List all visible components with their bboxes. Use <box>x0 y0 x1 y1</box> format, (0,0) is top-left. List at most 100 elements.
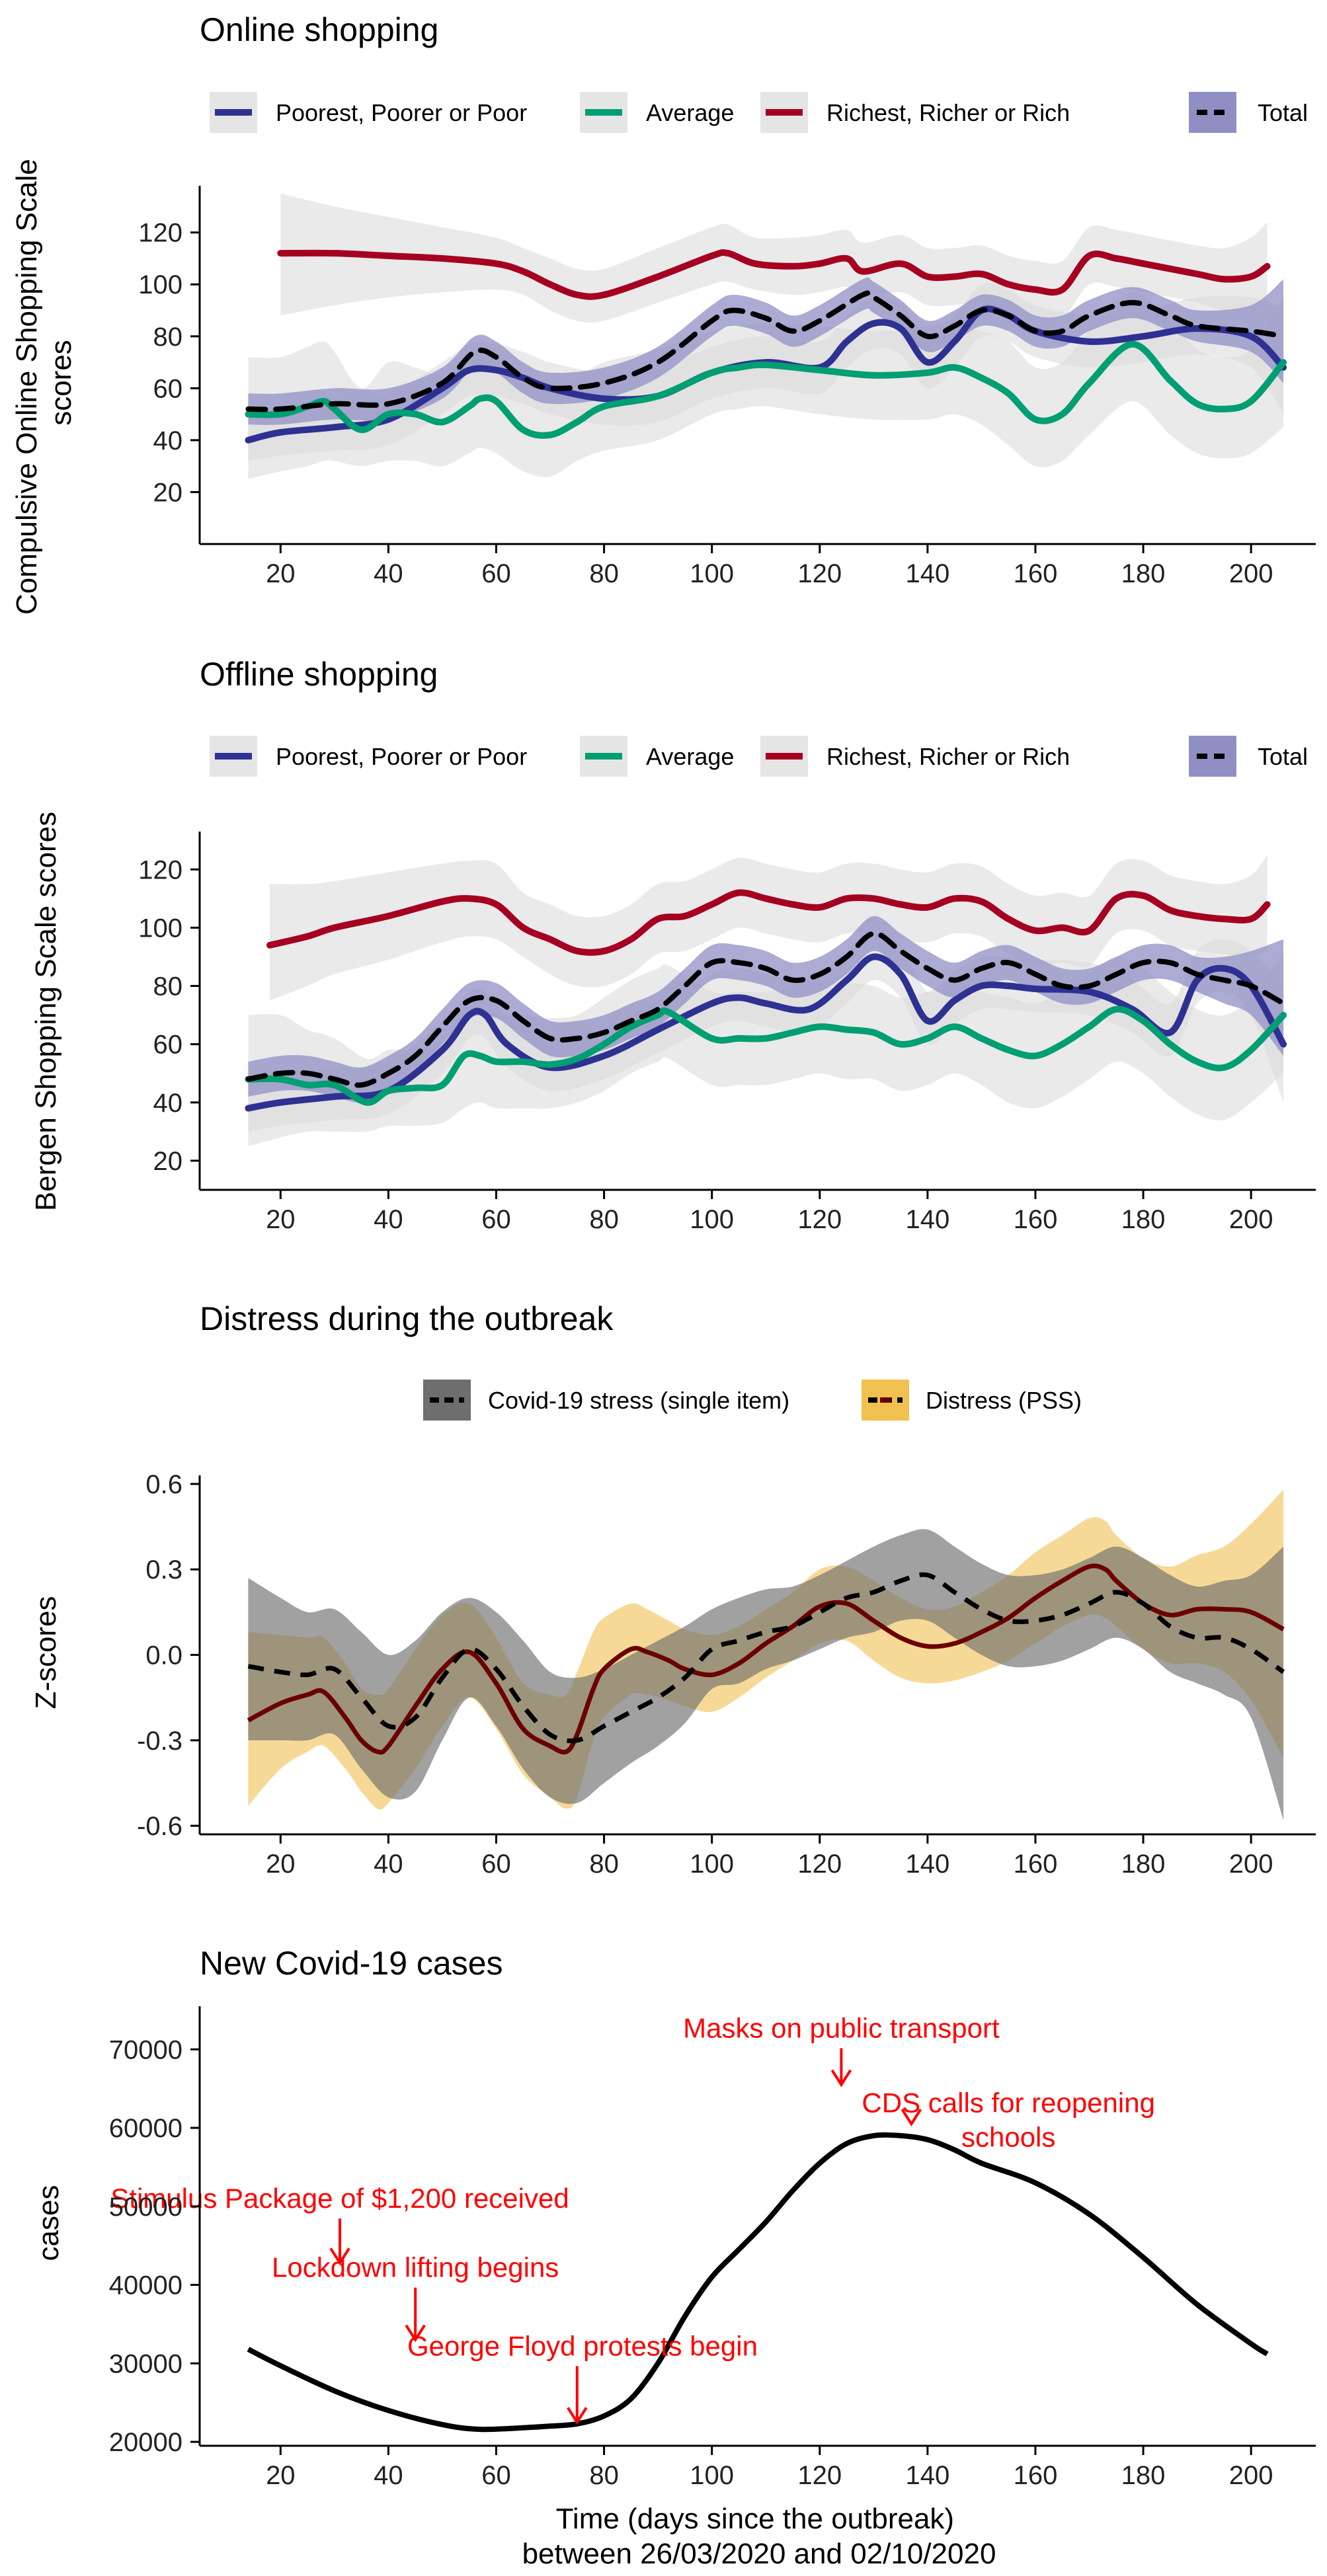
x-tick-label: 60 <box>481 1850 511 1879</box>
x-tick-label: 20 <box>266 2461 296 2490</box>
y-tick-label: 120 <box>138 219 182 248</box>
series-line-rich <box>266 889 1271 956</box>
x-tick-label: 120 <box>797 2461 842 2490</box>
y-tick-label: 0.0 <box>145 1641 182 1670</box>
x-tick-label: 100 <box>690 559 734 588</box>
x-tick-label: 40 <box>374 1205 403 1234</box>
y-tick-label: 30000 <box>109 2349 182 2378</box>
y-tick-label: 40 <box>153 1089 183 1118</box>
distress-title: Distress during the outbreak <box>200 1300 614 1337</box>
annotation-label: Masks on public transport <box>683 2013 1000 2044</box>
confidence-band-total <box>248 916 1284 1103</box>
series-line-poor <box>245 953 1287 1112</box>
series-line-total <box>245 931 1287 1088</box>
y-tick-label: 60000 <box>109 2114 182 2143</box>
distress-legend: Covid-19 stress (single item) Distress (… <box>423 1380 1082 1421</box>
plot-area: Masks on public transport CDS calls for r… <box>110 2013 1269 2433</box>
x-tick-label: 180 <box>1121 2461 1166 2490</box>
x-tick-label: 100 <box>690 1205 734 1234</box>
annotation-arrow-head <box>901 2109 922 2127</box>
covid-cases-xlabel: Time (days since the outbreak) between 2… <box>522 2503 996 2570</box>
y-tick-label: 60 <box>153 374 183 403</box>
confidence-band-total <box>248 277 1284 425</box>
legend-label-rich: Richest, Richer or Rich <box>826 99 1070 126</box>
distress-ylabel: Z-scores <box>30 1596 62 1709</box>
legend-label-rich: Richest, Richer or Rich <box>826 743 1070 770</box>
x-tick-label: 120 <box>797 1850 842 1879</box>
annotation-label: schools <box>961 2122 1055 2153</box>
confidence-band-average <box>248 292 1284 479</box>
legend-label-total: Total <box>1258 743 1308 770</box>
x-tick-label: 100 <box>690 1850 734 1879</box>
x-tick-label: 140 <box>905 1850 949 1879</box>
y-tick-label: 20 <box>153 1147 183 1176</box>
axes: 20 40 60 80 100 120 140 160 180 200 -0.6 -0.3 0.0 0.3… <box>137 1470 1316 1879</box>
y-tick-label: -0.6 <box>137 1812 182 1841</box>
y-tick-label: 120 <box>138 855 182 884</box>
offline-shopping-ylabel: Bergen Shopping Scale scores <box>30 812 62 1211</box>
online-ylabel-line-1: Compulsive Online Shopping Scale <box>11 159 43 615</box>
axes: 20 40 60 80 100 120 140 160 180 200 20000 30000 4000… <box>109 2006 1316 2490</box>
y-tick-label: 20000 <box>109 2428 182 2457</box>
axes: 20 40 60 80 100 120 140 160 180 200 20 40 60 80 100 120 <box>138 186 1316 588</box>
x-tick-label: 140 <box>905 559 949 588</box>
online-shopping-ylabel: Compulsive Online Shopping Scale scores <box>11 151 77 615</box>
series-line-total <box>245 290 1287 412</box>
covid-cases-ylabel: cases <box>32 2185 65 2261</box>
plot-area <box>245 855 1287 1146</box>
annotation-arrow-head <box>405 2324 426 2343</box>
y-tick-label: 20 <box>153 478 183 507</box>
offline-shopping-title: Offline shopping <box>200 656 438 693</box>
x-tick-label: 60 <box>481 1205 511 1234</box>
x-tick-label: 180 <box>1121 1850 1166 1879</box>
x-tick-label: 200 <box>1229 2461 1273 2490</box>
annotation-arrow-head <box>830 2069 852 2088</box>
y-tick-label: 0.3 <box>145 1555 182 1584</box>
axes: 20 40 60 80 100 120 140 160 180 200 20 40 60 80 100 120 <box>138 832 1316 1234</box>
y-tick-label: 100 <box>138 270 182 299</box>
offline-shopping-panel: Offline shopping Poorest, Poorer or Poor… <box>30 656 1316 1234</box>
y-tick-label: 80 <box>153 972 183 1001</box>
x-tick-label: 120 <box>797 1205 842 1234</box>
covid-cases-panel: New Covid-19 cases cases Time (days sinc… <box>32 1945 1316 2570</box>
legend-label-poor: Poorest, Poorer or Poor <box>276 99 527 126</box>
x-tick-label: 40 <box>374 1850 403 1879</box>
y-tick-label: 50000 <box>109 2193 182 2222</box>
x-tick-label: 20 <box>266 1850 296 1879</box>
series-line-average <box>245 340 1287 439</box>
y-tick-label: 80 <box>153 323 183 352</box>
x-tick-label: 200 <box>1229 559 1273 588</box>
annotation-arrow-head <box>567 2407 588 2425</box>
xlabel-line-2: between 26/03/2020 and 02/10/2020 <box>522 2538 996 2570</box>
legend-label-average: Average <box>646 743 734 770</box>
series-line-rich <box>277 249 1271 300</box>
annotation-label: Stimulus Package of $1,200 received <box>110 2183 569 2214</box>
online-shopping-legend: Poorest, Poorer or Poor Average Richest,… <box>210 92 1308 133</box>
plot-area <box>247 1489 1285 1820</box>
x-tick-label: 160 <box>1014 1850 1058 1879</box>
legend-label-covid: Covid-19 stress (single item) <box>488 1387 789 1414</box>
x-tick-label: 180 <box>1121 559 1166 588</box>
x-tick-label: 200 <box>1229 1850 1273 1879</box>
confidence-band-covid <box>248 1529 1284 1820</box>
y-tick-label: -0.3 <box>137 1727 182 1756</box>
x-tick-label: 140 <box>905 2461 949 2490</box>
annotation-label: Lockdown lifting begins <box>272 2252 559 2283</box>
online-shopping-title: Online shopping <box>200 11 438 48</box>
online-ylabel-line-2: scores <box>45 340 77 426</box>
distress-panel: Distress during the outbreak Covid-19 st… <box>30 1300 1316 1879</box>
x-tick-label: 80 <box>589 559 619 588</box>
x-tick-label: 80 <box>589 1850 619 1879</box>
x-tick-label: 80 <box>589 2461 619 2490</box>
confidence-band-average <box>248 951 1284 1146</box>
annotation-label: George Floyd protests begin <box>407 2330 758 2361</box>
online-shopping-panel: Online shopping Poorest, Poorer or Poor … <box>11 11 1316 615</box>
y-tick-label: 70000 <box>109 2035 182 2064</box>
annotation-arrow-head <box>329 2247 350 2266</box>
xlabel-line-1: Time (days since the outbreak) <box>556 2503 954 2535</box>
annotation-label: CDS calls for reopening <box>862 2087 1155 2118</box>
y-tick-label: 100 <box>138 914 182 943</box>
plot-area <box>245 193 1287 479</box>
x-tick-label: 200 <box>1229 1205 1273 1234</box>
